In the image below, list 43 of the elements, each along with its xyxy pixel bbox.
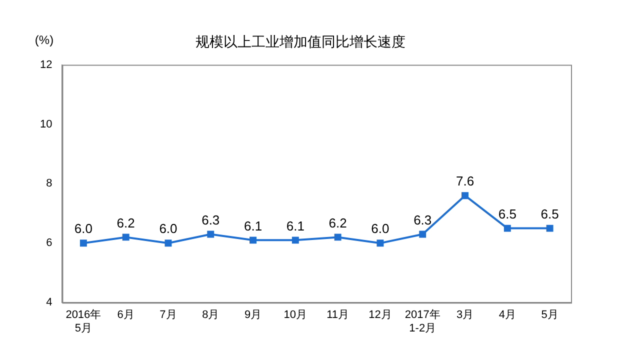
y-tick-label: 4 [46,296,52,309]
x-tick-label: 2017年 1-2月 [404,309,440,334]
data-label: 6.2 [116,215,135,230]
x-tick-label: 12月 [368,309,392,322]
x-tick-label: 4月 [498,309,516,322]
point [250,236,256,244]
x-tick-label: 11月 [326,309,350,322]
data-label: 6.0 [371,221,390,236]
x-tick-label: 9月 [244,309,262,322]
data-label: 7.6 [456,174,474,189]
data-label: 6.0 [159,221,178,236]
x-tick-label: 10月 [284,309,308,322]
point [207,230,214,238]
point [504,224,511,232]
y-tick-label: 8 [46,178,52,190]
x-tick-label: 6月 [117,309,134,322]
point [419,230,426,238]
data-label: 6.5 [498,206,516,222]
y-tick-label: 6 [46,237,52,250]
x-tick-label: 5月 [541,309,558,322]
data-label: 6.5 [540,206,559,222]
point [122,234,130,241]
data-label: 6.0 [74,221,92,236]
data-label: 6.1 [244,218,262,234]
y-axis-title: (%) [34,33,54,48]
x-tick-label: 3月 [456,309,474,322]
point [376,240,384,247]
data-label: 6.2 [328,215,347,230]
point [292,236,299,244]
data-label: 6.3 [414,212,432,228]
point [546,224,554,232]
y-tick-label: 10 [40,118,52,130]
point [80,240,87,247]
chart-title: 规模以上工业增加值同比增长速度 [196,33,406,50]
data-label: 6.3 [202,212,220,228]
y-tick-label: 12 [40,58,52,71]
point [164,240,172,247]
data-label: 6.1 [286,218,304,234]
x-tick-label: 7月 [160,309,177,322]
point [462,192,468,200]
x-tick-label: 8月 [202,309,220,322]
point [334,234,342,241]
x-tick-label: 2016年 5月 [66,309,102,334]
